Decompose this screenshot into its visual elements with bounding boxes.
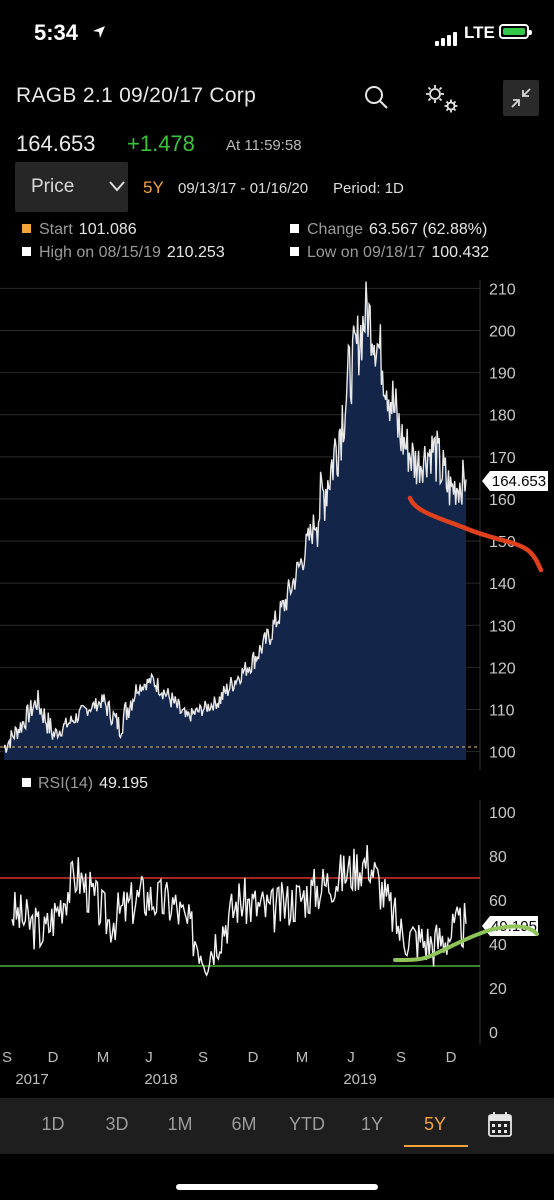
price-tick-label: 170 [489, 450, 516, 467]
collapse-arrows-icon [511, 88, 531, 108]
range-tab-bar: 1D 3D 1M 6M YTD 1Y 5Y [0, 1098, 554, 1154]
rsi-marker [22, 778, 31, 787]
rsi-tick-label: 40 [489, 937, 507, 954]
period-label: Period: 1D [333, 180, 404, 197]
quote-time: At 11:59:58 [226, 137, 302, 154]
rsi-label: RSI(14) [38, 775, 94, 792]
settings-gears-icon[interactable] [422, 82, 460, 116]
x-month-label: M [97, 1049, 110, 1066]
stat-low-value: 100.432 [431, 244, 490, 261]
handdrawn-red-annotation [407, 495, 544, 573]
tab-3d[interactable]: 3D [105, 1114, 129, 1134]
low-marker [290, 247, 299, 256]
battery-icon [499, 24, 532, 39]
calendar-icon[interactable] [488, 1111, 512, 1137]
rsi-legend: RSI(14) 49.195 [22, 775, 148, 793]
x-month-label: J [145, 1049, 153, 1066]
rsi-tick-label: 20 [489, 981, 507, 998]
rsi-tick-label: 100 [489, 805, 516, 822]
x-year-label: 2017 [15, 1071, 48, 1088]
x-year-label: 2019 [343, 1071, 376, 1088]
active-tab-indicator [404, 1145, 468, 1147]
stat-low: Low on 09/18/17 100.432 [290, 244, 489, 262]
x-month-label: S [2, 1049, 12, 1066]
price-tick-label: 210 [489, 281, 516, 298]
last-price-tag: 164.653 [482, 471, 548, 491]
stat-start: Start 101.086 [22, 221, 137, 239]
status-time: 5:34 [34, 20, 79, 45]
last-price: 164.653 [16, 131, 96, 156]
x-month-label: D [446, 1049, 457, 1066]
tab-1m[interactable]: 1M [167, 1114, 193, 1134]
x-year-label: 2018 [144, 1071, 177, 1088]
stat-low-label: Low on 09/18/17 [307, 244, 426, 261]
last-price-tag-text: 164.653 [492, 473, 546, 490]
chevron-down-icon [109, 181, 125, 192]
field-dropdown[interactable]: Price [15, 162, 128, 212]
search-icon[interactable] [362, 83, 392, 113]
collapse-button[interactable] [503, 80, 539, 116]
tab-1d[interactable]: 1D [41, 1114, 65, 1134]
tab-6m[interactable]: 6M [231, 1114, 257, 1134]
tab-1y[interactable]: 1Y [360, 1114, 384, 1134]
tab-5y[interactable]: 5Y [423, 1114, 447, 1134]
x-month-label: M [296, 1049, 309, 1066]
tab-ytd[interactable]: YTD [289, 1114, 325, 1134]
date-range: 09/13/17 - 01/16/20 [178, 180, 309, 197]
price-tick-label: 120 [489, 660, 516, 677]
price-line [3, 281, 467, 753]
price-tick-label: 200 [489, 324, 516, 341]
price-tick-label: 130 [489, 618, 516, 635]
field-dropdown-label: Price [31, 176, 75, 197]
range-selector[interactable]: 5Y [143, 178, 164, 197]
stat-high-label: High on 08/15/19 [39, 244, 161, 261]
price-tick-label: 180 [489, 408, 516, 425]
stat-change: Change 63.567 (62.88%) [290, 221, 487, 239]
x-month-label: S [396, 1049, 406, 1066]
price-tick-label: 160 [489, 492, 516, 509]
stat-start-value: 101.086 [78, 221, 137, 238]
stat-high: High on 08/15/19 210.253 [22, 244, 225, 262]
location-arrow-icon [93, 26, 105, 38]
stat-start-label: Start [39, 221, 73, 238]
price-tick-label: 190 [489, 366, 516, 383]
stat-change-value: 63.567 (62.88%) [369, 221, 488, 238]
rsi-line [11, 844, 467, 977]
change-marker [290, 224, 299, 233]
stat-change-label: Change [307, 221, 364, 238]
x-month-label: S [198, 1049, 208, 1066]
stat-high-value: 210.253 [166, 244, 225, 261]
high-marker [22, 247, 31, 256]
x-month-label: D [48, 1049, 59, 1066]
price-tick-label: 110 [489, 702, 515, 719]
home-indicator [176, 1184, 378, 1190]
x-month-label: D [248, 1049, 259, 1066]
price-tick-label: 100 [489, 745, 516, 762]
page-title: RAGB 2.1 09/20/17 Corp [16, 84, 257, 107]
price-tick-label: 140 [489, 576, 516, 593]
start-marker [22, 224, 31, 233]
price-change: +1.478 [127, 131, 195, 156]
rsi-tick-label: 0 [489, 1025, 498, 1042]
signal-icon [435, 28, 459, 46]
rsi-value: 49.195 [99, 775, 149, 792]
price-area [4, 281, 466, 760]
network-label: LTE [464, 23, 495, 42]
rsi-tick-label: 80 [489, 849, 507, 866]
rsi-tick-label: 60 [489, 893, 507, 910]
x-month-label: J [347, 1049, 355, 1066]
handdrawn-green-annotation [393, 924, 539, 962]
